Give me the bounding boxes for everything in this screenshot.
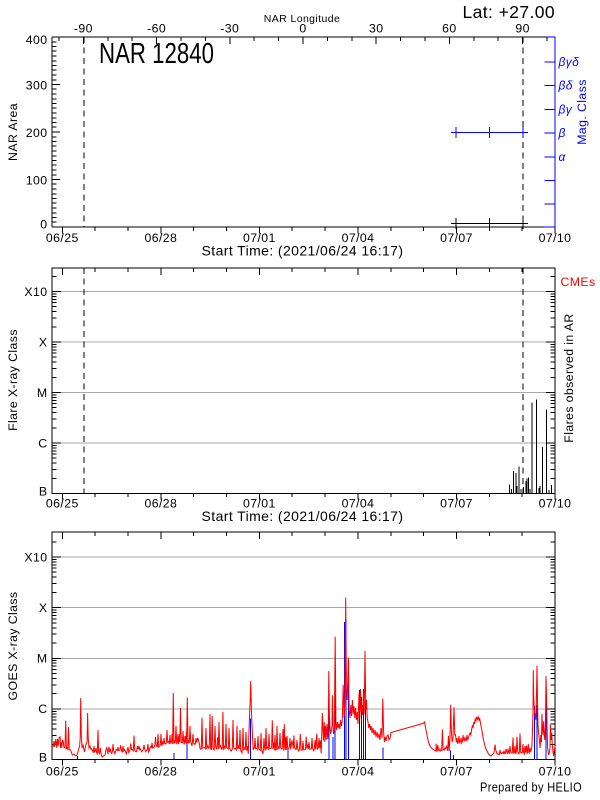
svg-text:Flare X-ray Class: Flare X-ray Class [6,329,20,431]
svg-text:NAR 12840: NAR 12840 [99,38,214,70]
svg-text:07/04: 07/04 [342,497,375,511]
svg-text:400: 400 [26,33,48,47]
svg-text:30: 30 [369,22,383,36]
svg-text:07/10: 07/10 [539,497,572,511]
svg-text:Start Time: (2021/06/24 16:17): Start Time: (2021/06/24 16:17) [202,508,404,524]
svg-text:07/04: 07/04 [342,765,375,779]
svg-text:06/28: 06/28 [145,231,178,245]
svg-text:06/28: 06/28 [145,497,178,511]
svg-text:07/01: 07/01 [243,231,276,245]
svg-text:07/07: 07/07 [440,497,473,511]
svg-text:07/04: 07/04 [342,231,375,245]
svg-text:GOES X-ray Class: GOES X-ray Class [6,592,20,701]
svg-text:M: M [37,652,48,666]
svg-text:Flares observed in AR: Flares observed in AR [562,313,576,442]
svg-text:Prepared by HELIO: Prepared by HELIO [480,781,582,795]
svg-text:06/25: 06/25 [46,765,79,779]
svg-text:X10: X10 [24,550,47,564]
svg-text:Mag. Class: Mag. Class [575,79,589,145]
svg-text:βγ: βγ [558,102,573,116]
svg-text:NAR Longitude: NAR Longitude [264,13,340,25]
svg-text:M: M [37,386,48,400]
svg-text:-90: -90 [74,22,93,36]
svg-text:C: C [38,702,47,716]
svg-text:07/01: 07/01 [243,765,276,779]
svg-text:06/25: 06/25 [46,231,79,245]
svg-text:06/28: 06/28 [145,765,178,779]
svg-text:-30: -30 [220,22,239,36]
svg-text:Lat: +27.00: Lat: +27.00 [463,2,555,22]
svg-text:X10: X10 [24,285,47,299]
svg-text:-60: -60 [147,22,166,36]
svg-text:06/25: 06/25 [46,497,79,511]
svg-text:B: B [39,485,48,499]
svg-text:X: X [39,601,48,615]
svg-text:07/07: 07/07 [440,231,473,245]
svg-text:60: 60 [442,22,456,36]
svg-text:90: 90 [515,22,529,36]
svg-text:0: 0 [40,218,47,232]
svg-text:300: 300 [26,79,48,93]
svg-text:C: C [38,436,47,450]
svg-text:200: 200 [26,126,48,140]
svg-text:07/07: 07/07 [440,765,473,779]
svg-text:Start Time: (2021/06/24 16:17): Start Time: (2021/06/24 16:17) [202,243,404,259]
svg-text:0: 0 [299,22,306,36]
svg-text:07/10: 07/10 [539,765,572,779]
svg-text:βδ: βδ [558,79,573,93]
svg-text:100: 100 [26,174,48,188]
svg-text:07/10: 07/10 [539,231,572,245]
svg-text:X: X [39,335,48,349]
svg-text:βγδ: βγδ [558,55,580,69]
svg-text:NAR Area: NAR Area [6,103,20,161]
svg-text:CMEs: CMEs [561,275,596,289]
svg-text:07/01: 07/01 [243,497,276,511]
svg-text:α: α [559,150,567,164]
svg-text:β: β [558,126,566,140]
svg-text:B: B [39,751,48,765]
